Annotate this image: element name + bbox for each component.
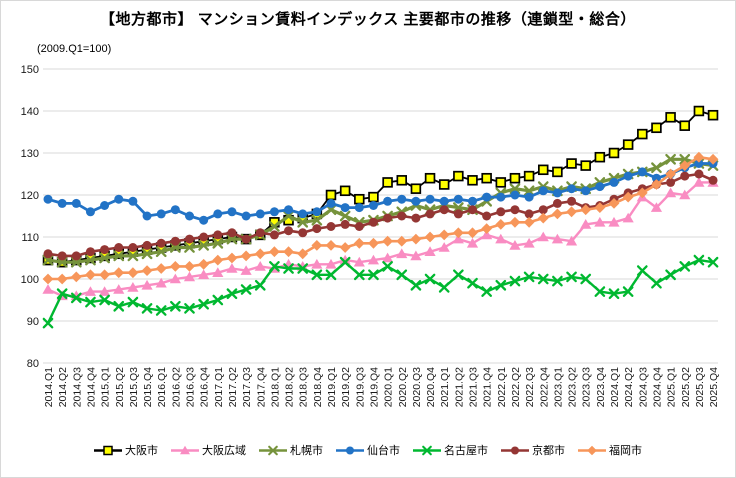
x-tick-label: 2016.Q3 — [185, 367, 197, 407]
series-sendai — [43, 159, 718, 225]
x-tick-label: 2018.Q2 — [284, 367, 296, 407]
legend-marker-sapporo — [259, 445, 287, 455]
x-tick-label: 2022.Q2 — [510, 367, 522, 407]
x-tick-label: 2025.Q1 — [666, 367, 678, 407]
x-tick-label: 2020.Q2 — [397, 367, 409, 407]
x-tick-label: 2016.Q1 — [156, 367, 168, 407]
x-tick-label: 2014.Q4 — [85, 367, 97, 407]
x-tick-label: 2019.Q2 — [340, 367, 352, 407]
axis-note: (2009.Q1=100) — [37, 43, 112, 55]
x-tick-label: 2016.Q2 — [170, 367, 182, 407]
x-tick-label: 2017.Q1 — [213, 367, 225, 407]
legend-item-kyoto: 京都市 — [501, 442, 565, 458]
x-tick-label: 2023.Q1 — [552, 367, 564, 407]
legend-label: 札幌市 — [290, 445, 323, 457]
legend-label: 福岡市 — [609, 445, 642, 457]
y-tick-label: 90 — [27, 316, 39, 328]
legend-marker-osaka-city — [94, 445, 122, 455]
chart-legend: 大阪市 大阪広域 札幌市 仙台市 名古屋市 京都市 福岡市 — [1, 442, 735, 458]
legend-marker-osaka-region — [171, 445, 199, 454]
legend-marker-kyoto — [501, 446, 529, 454]
x-tick-label: 2025.Q2 — [680, 367, 692, 407]
y-tick-label: 130 — [21, 148, 39, 160]
x-tick-label: 2022.Q1 — [496, 367, 508, 407]
legend-item-nagoya: 名古屋市 — [413, 442, 488, 458]
x-tick-label: 2021.Q1 — [439, 367, 451, 407]
legend-label: 大阪広域 — [202, 445, 246, 457]
legend-item-osaka-region: 大阪広域 — [171, 442, 246, 458]
series-fukuoka — [42, 151, 719, 285]
x-tick-label: 2015.Q4 — [142, 367, 154, 407]
legend-marker-nagoya — [413, 445, 441, 455]
legend-marker-sendai — [336, 446, 364, 454]
chart-title: 【地方都市】 マンション賃料インデックス 主要都市の推移（連鎖型・総合） — [100, 11, 636, 28]
legend-label: 仙台市 — [367, 445, 400, 457]
x-tick-label: 2014.Q1 — [43, 367, 55, 407]
x-tick-label: 2024.Q1 — [609, 367, 621, 407]
x-tick-label: 2025.Q4 — [708, 367, 720, 407]
legend-item-osaka-city: 大阪市 — [94, 442, 158, 458]
x-axis-labels: 2014.Q1 2014.Q2 2014.Q3 2014.Q4 2015.Q1 2015.… — [43, 367, 720, 407]
x-tick-label: 2019.Q3 — [354, 367, 366, 407]
x-tick-label: 2023.Q4 — [595, 367, 607, 407]
legend-item-sendai: 仙台市 — [336, 442, 400, 458]
x-tick-label: 2024.Q3 — [637, 367, 649, 407]
x-tick-label: 2019.Q1 — [326, 367, 338, 407]
x-tick-label: 2022.Q3 — [524, 367, 536, 407]
y-tick-label: 100 — [21, 274, 39, 286]
x-tick-label: 2017.Q2 — [227, 367, 239, 407]
x-tick-label: 2021.Q3 — [468, 367, 480, 407]
x-tick-label: 2023.Q3 — [581, 367, 593, 407]
x-tick-label: 2020.Q4 — [425, 367, 437, 407]
gridlines — [43, 68, 718, 364]
x-tick-label: 2015.Q1 — [100, 367, 112, 407]
y-tick-label: 80 — [27, 358, 39, 370]
x-tick-label: 2017.Q3 — [241, 367, 253, 407]
x-tick-label: 2021.Q4 — [482, 367, 494, 407]
y-tick-label: 150 — [21, 64, 39, 76]
legend-label: 京都市 — [532, 445, 565, 457]
x-tick-label: 2023.Q2 — [567, 367, 579, 407]
x-tick-label: 2017.Q4 — [255, 367, 267, 407]
x-tick-label: 2018.Q3 — [298, 367, 310, 407]
legend-label: 大阪市 — [125, 445, 158, 457]
x-tick-label: 2018.Q1 — [269, 367, 281, 407]
x-tick-label: 2014.Q2 — [57, 367, 69, 407]
legend-label: 名古屋市 — [444, 445, 488, 457]
x-tick-label: 2019.Q4 — [368, 367, 380, 407]
series-nagoya — [42, 254, 719, 329]
x-tick-label: 2024.Q4 — [651, 367, 663, 407]
y-tick-label: 110 — [21, 232, 39, 244]
x-tick-label: 2018.Q4 — [312, 367, 324, 407]
x-tick-label: 2024.Q2 — [623, 367, 635, 407]
x-tick-label: 2020.Q3 — [411, 367, 423, 407]
y-tick-label: 120 — [21, 190, 39, 202]
legend-item-fukuoka: 福岡市 — [578, 442, 642, 458]
x-tick-label: 2015.Q3 — [128, 367, 140, 407]
y-tick-label: 140 — [21, 106, 39, 118]
y-axis-labels: 80 90 100 110 120 130 140 150 — [21, 64, 39, 370]
x-tick-label: 2025.Q3 — [694, 367, 706, 407]
x-tick-label: 2014.Q3 — [71, 367, 83, 407]
x-tick-label: 2020.Q1 — [383, 367, 395, 407]
x-tick-label: 2015.Q2 — [114, 367, 126, 407]
x-tick-label: 2022.Q4 — [538, 367, 550, 407]
x-tick-label: 2016.Q4 — [199, 367, 211, 407]
legend-marker-fukuoka — [578, 445, 606, 455]
x-tick-label: 2021.Q2 — [453, 367, 465, 407]
legend-item-sapporo: 札幌市 — [259, 442, 323, 458]
